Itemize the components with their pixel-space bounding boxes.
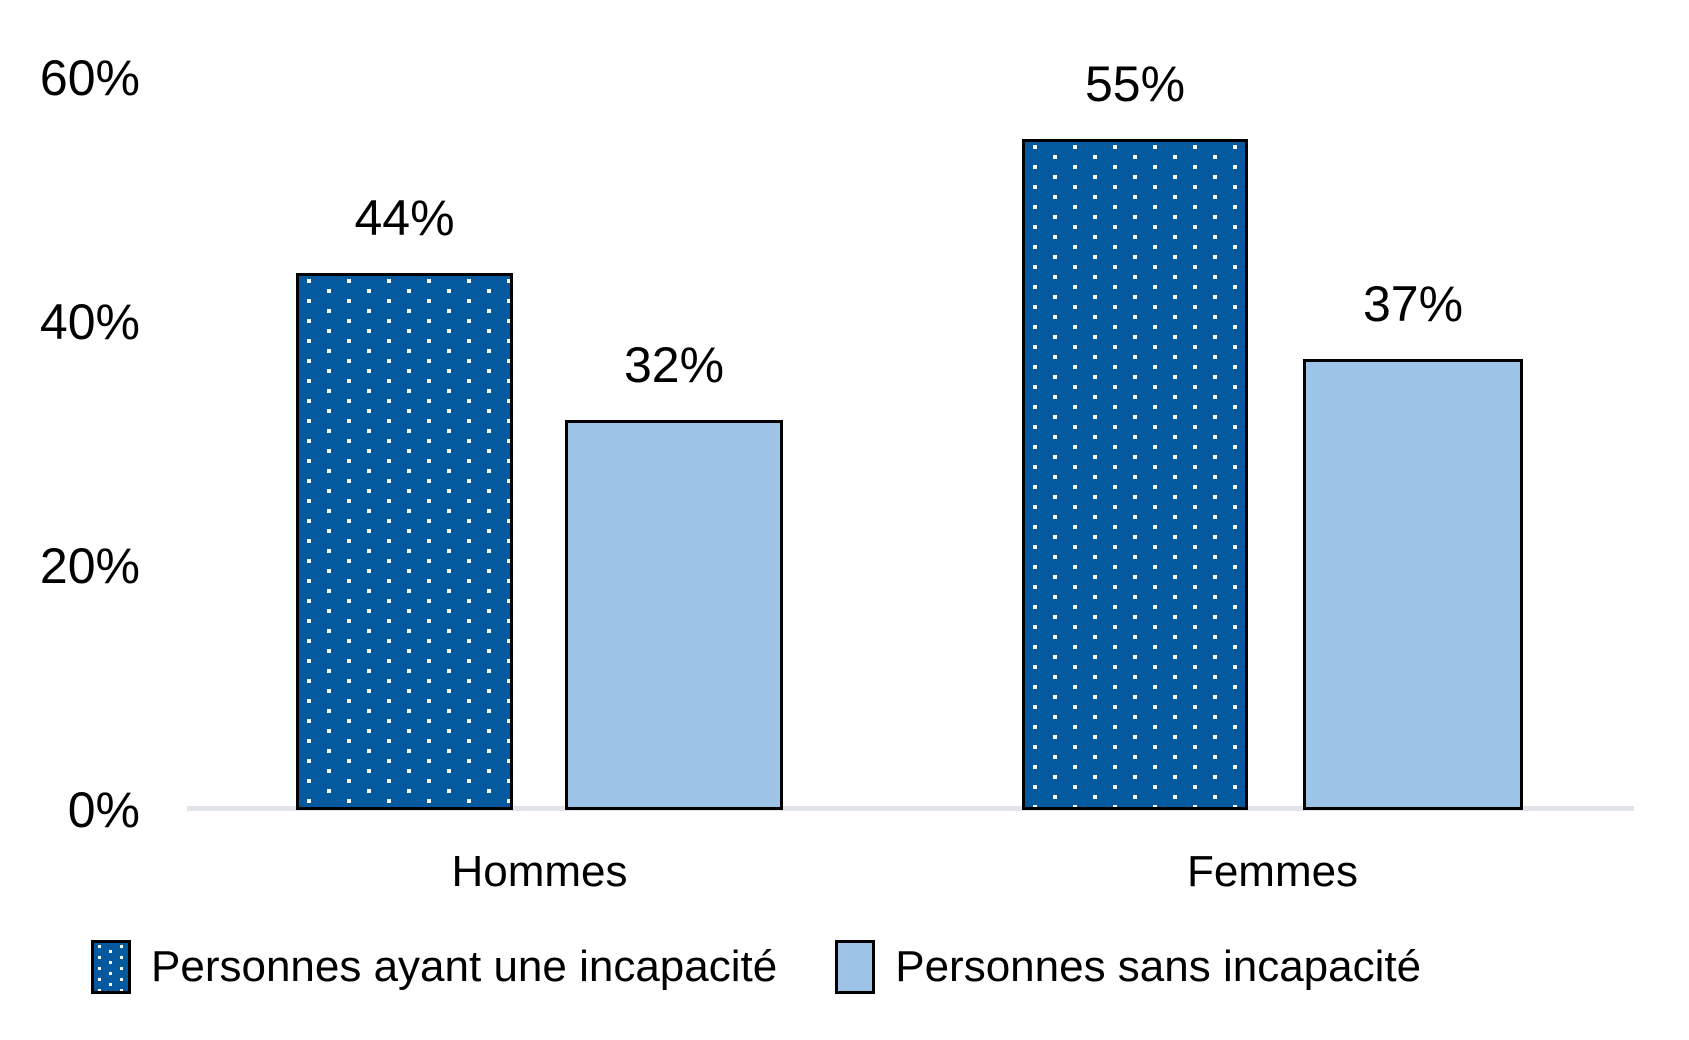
y-tick-label-40: 40% [39, 294, 140, 350]
value-label-femmes-avec: 55% [1084, 56, 1186, 112]
bar-hommes-avec-incapacite [296, 273, 513, 810]
y-tick-label-20: 20% [39, 538, 140, 594]
y-tick-label-0: 0% [67, 782, 140, 838]
value-label-femmes-sans: 37% [1362, 276, 1464, 332]
legend-item-avec-incapacite: Personnes ayant une incapacité [91, 940, 777, 994]
bar-femmes-avec-incapacite [1022, 139, 1248, 810]
dotted-pattern-fill [1025, 142, 1245, 807]
category-label-hommes: Hommes [451, 847, 628, 896]
y-tick-label-60: 60% [39, 50, 140, 106]
value-label-hommes-sans: 32% [623, 337, 725, 393]
x-axis-baseline [187, 806, 1634, 811]
legend-label-sans-incapacite: Personnes sans incapacité [895, 942, 1422, 991]
bar-hommes-sans-incapacite [565, 420, 783, 810]
legend-swatch-solid-icon [835, 940, 876, 994]
legend: Personnes ayant une incapacité Personnes… [91, 940, 1421, 994]
value-label-hommes-avec: 44% [354, 190, 455, 246]
legend-item-sans-incapacite: Personnes sans incapacité [835, 940, 1421, 994]
legend-swatch-dotted-icon [91, 940, 131, 994]
dotted-pattern-fill [299, 276, 510, 807]
bar-femmes-sans-incapacite [1303, 359, 1523, 810]
legend-label-avec-incapacite: Personnes ayant une incapacité [151, 942, 778, 991]
category-label-femmes: Femmes [1186, 847, 1359, 896]
